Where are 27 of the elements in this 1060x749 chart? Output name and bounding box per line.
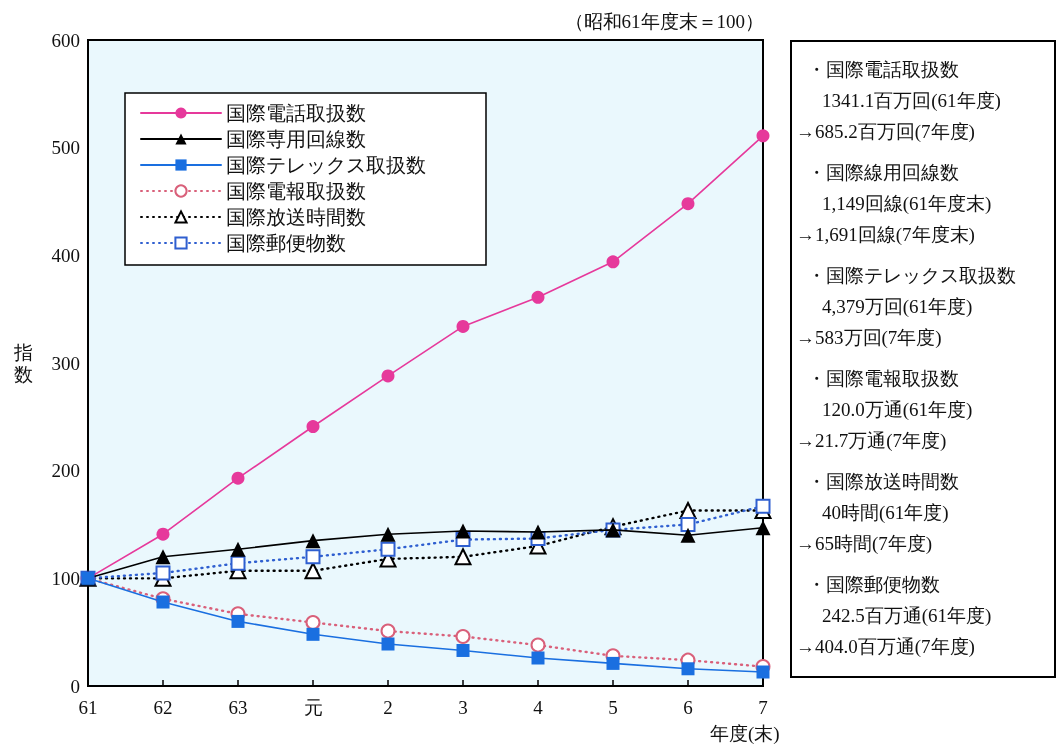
x-axis-title: 年度(末) <box>710 723 780 745</box>
note-box: ・国際電話取扱数 1341.1百万回(61年度) →685.2百万回(7年度) ・国際線用回線数 1,149回線(61年度末) →1,691回線(7年度末) ・国際テレックス取扱数 4,379万回(61年度) →583万回(7年度) ・国際電報取扱数 120.0万通(61年度) →21.7万通(7年度) ・国際放送時間数 40時間(61年度) →65時間(7年度) ・国際郵便物数 242.5百万通(61年度) →404.0百万通(7年度) <box>790 40 1056 678</box>
y-tick-label: 100 <box>51 567 80 589</box>
x-tick-label: 61 <box>78 697 98 718</box>
x-tick-label: 5 <box>608 697 618 718</box>
x-tick-label: 4 <box>533 697 544 718</box>
legend-label: 国際郵便物数 <box>226 232 346 254</box>
legend-label: 国際電報取扱数 <box>226 180 366 202</box>
x-tick-label: 62 <box>153 697 173 718</box>
legend-label: 国際放送時間数 <box>226 206 366 228</box>
x-tick-label: 3 <box>458 697 468 718</box>
x-tick-label: 63 <box>228 697 248 718</box>
y-tick-label: 300 <box>51 352 80 374</box>
y-tick-label: 200 <box>51 460 80 482</box>
y-axis-title: 指数 <box>12 342 34 386</box>
text: （昭和61年度末＝100） <box>564 11 764 33</box>
y-tick-label: 500 <box>51 137 80 159</box>
x-tick-label: 元 <box>303 697 323 718</box>
legend-label: 国際電話取扱数 <box>226 102 366 124</box>
x-tick-label: 7 <box>758 697 768 718</box>
x-tick-label: 6 <box>683 697 693 718</box>
y-tick-label: 0 <box>70 675 80 697</box>
y-tick-label: 600 <box>51 29 80 51</box>
x-tick-label: 2 <box>383 697 393 718</box>
legend-label: 国際テレックス取扱数 <box>226 154 426 176</box>
legend-label: 国際専用回線数 <box>226 128 366 150</box>
y-tick-label: 400 <box>51 244 80 266</box>
